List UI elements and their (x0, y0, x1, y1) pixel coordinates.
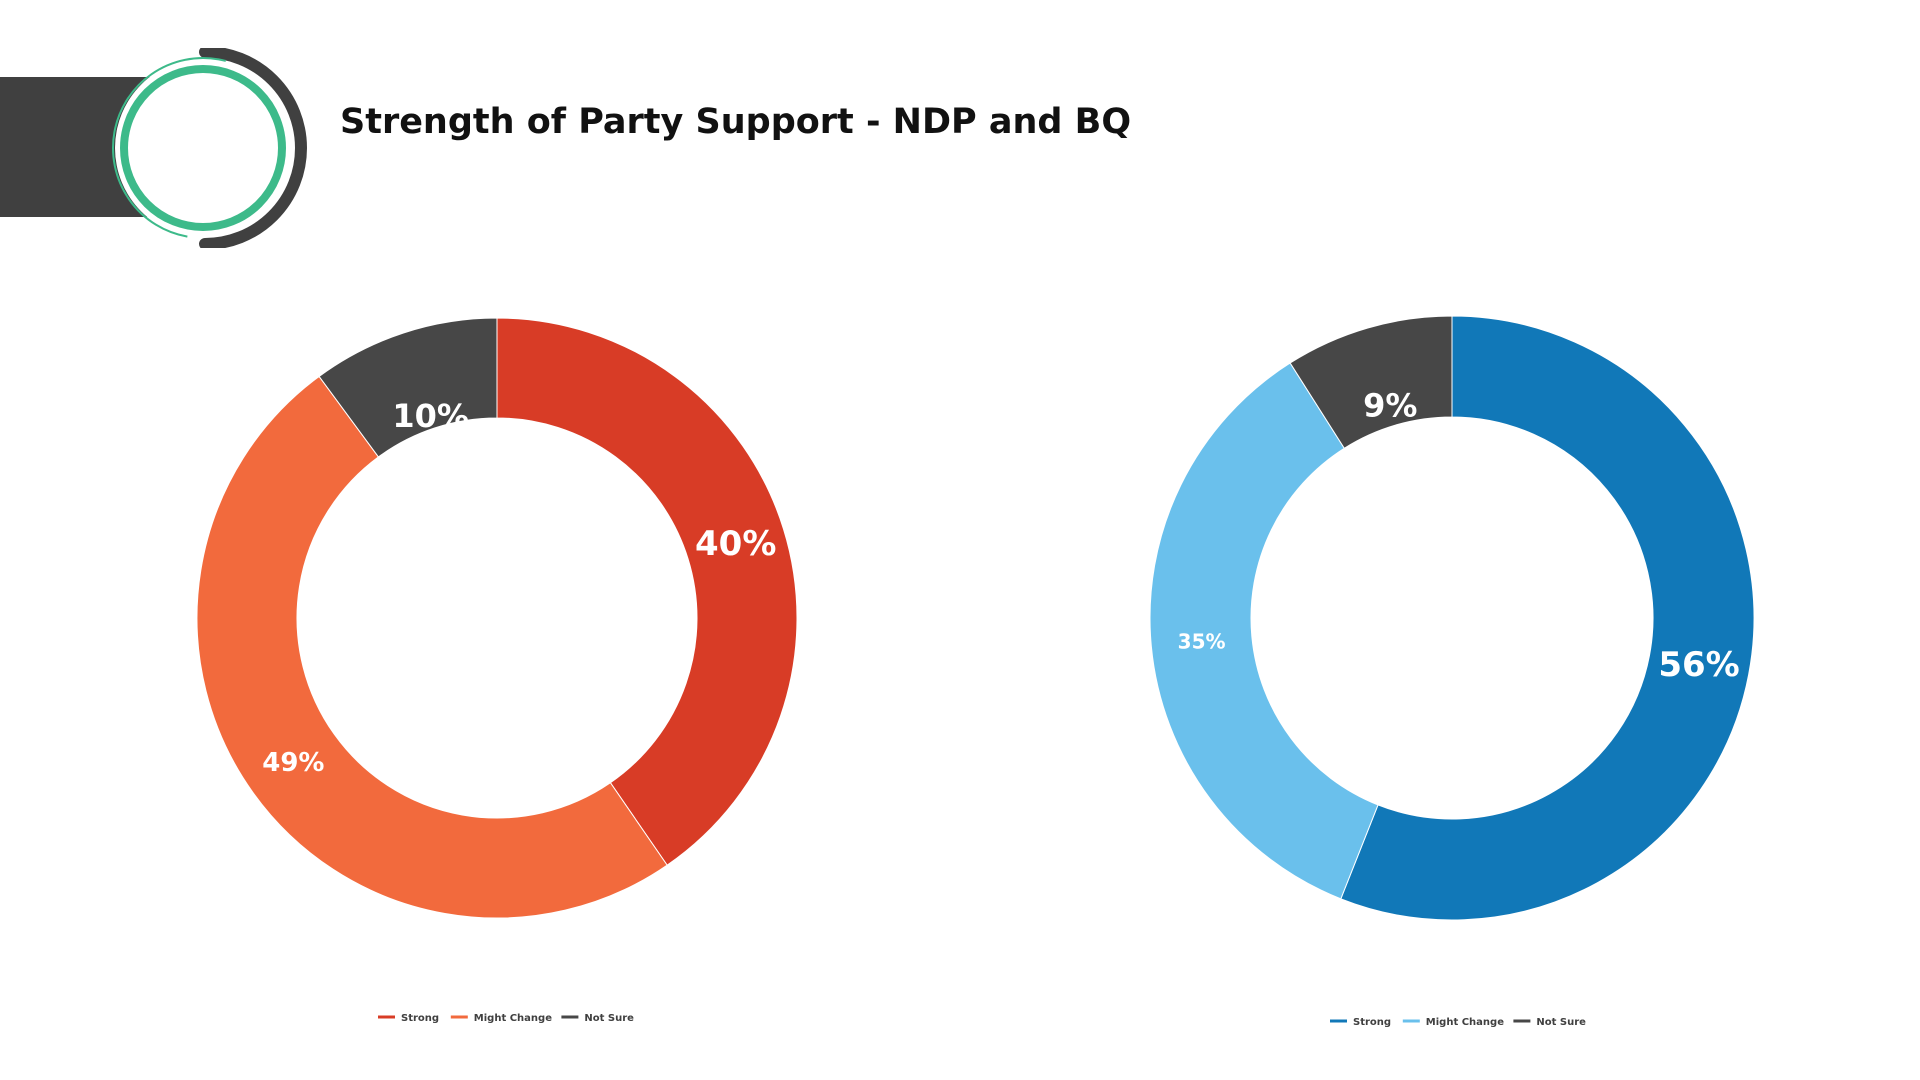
data-label-ndp-might-change: 49% (262, 748, 324, 778)
data-label-ndp-strong: 40% (695, 524, 776, 564)
slice-bq-strong (1340, 315, 1755, 921)
legend-label-ndp-not-sure: Not Sure (584, 1013, 634, 1024)
data-label-ndp-not-sure: 10% (392, 397, 469, 435)
legend-label-bq-not-sure: Not Sure (1536, 1017, 1586, 1028)
donut-chart-ndp: 40% 49% 10% Strong Might Change Not Sure (196, 317, 798, 1024)
legend-label-ndp-might-change: Might Change (474, 1013, 552, 1024)
data-label-bq-might-change: 35% (1178, 630, 1226, 654)
slice-ndp-not-sure (318, 317, 498, 458)
slice-bq-not-sure (1289, 315, 1453, 449)
legend-label-bq-strong: Strong (1353, 1017, 1391, 1028)
donut-chart-bq: 56% 35% 9% Strong Might Change Not Sure (1149, 315, 1755, 1028)
data-label-bq-strong: 56% (1658, 645, 1739, 685)
circle-logo-icon (112, 48, 307, 248)
data-label-bq-not-sure: 9% (1363, 386, 1417, 424)
legend-label-bq-might-change: Might Change (1426, 1017, 1504, 1028)
legend-ndp: Strong Might Change Not Sure (378, 1013, 634, 1024)
slice-ndp-strong (496, 317, 798, 866)
slice-ndp-might-change (196, 375, 668, 919)
slice-bq-might-change (1149, 362, 1379, 900)
page-title: Strength of Party Support - NDP and BQ (340, 102, 1132, 142)
legend-label-ndp-strong: Strong (401, 1013, 439, 1024)
legend-bq: Strong Might Change Not Sure (1330, 1017, 1586, 1028)
